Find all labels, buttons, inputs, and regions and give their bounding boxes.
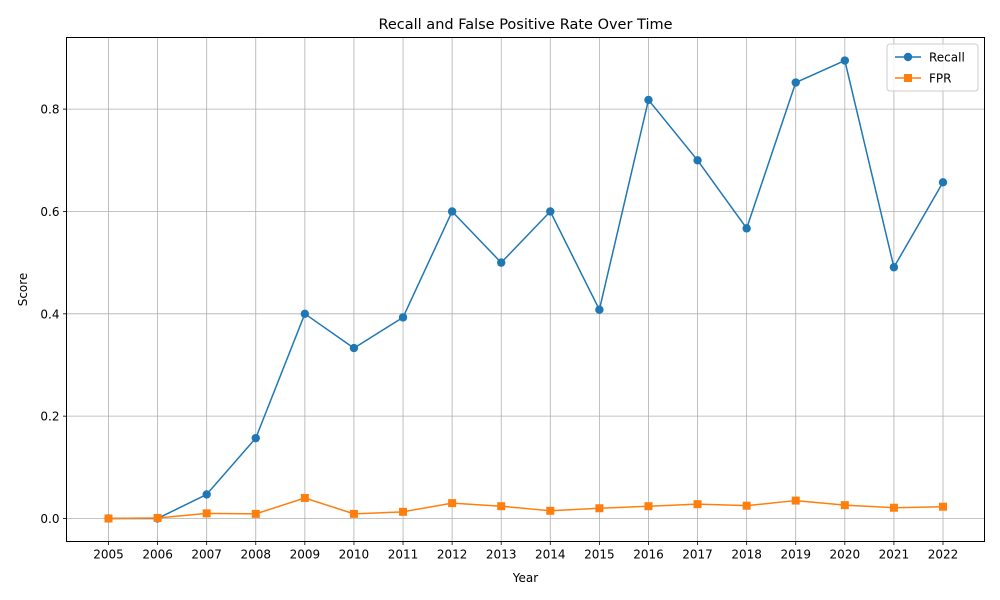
x-tick-label: 2005: [93, 548, 124, 562]
data-point-recall: [447, 207, 457, 216]
data-point-recall: [644, 95, 653, 105]
data-point-fpr: [300, 494, 309, 503]
data-point-recall: [546, 207, 555, 216]
data-point-fpr: [546, 506, 555, 515]
data-point-recall: [595, 305, 604, 314]
data-point-recall: [742, 224, 751, 233]
series-line-recall: [108, 59, 944, 520]
y-tick-label: 0.2: [40, 410, 59, 424]
series-group: [104, 56, 948, 523]
data-point-fpr: [153, 513, 162, 522]
y-tick-label: 0.6: [40, 205, 59, 219]
data-point-fpr: [644, 502, 653, 511]
y-tick-label: 0.0: [40, 512, 59, 526]
x-tick-label: 2022: [928, 548, 959, 562]
data-point-fpr: [448, 499, 457, 508]
data-point-fpr: [742, 501, 751, 510]
data-point-recall: [398, 313, 408, 322]
data-point-fpr: [104, 514, 113, 523]
y-axis: 0.0 0.2 0.4 0.6 0.8: [40, 103, 67, 526]
x-tick-label: 2010: [339, 548, 370, 562]
chart-title: Recall and False Positive Rate Over Time: [378, 17, 672, 33]
x-tick-label: 2009: [290, 548, 321, 562]
x-tick-label: 2021: [879, 548, 910, 562]
legend-label-recall: Recall: [929, 51, 965, 65]
legend-label-fpr: FPR: [929, 72, 951, 86]
data-point-fpr: [791, 496, 800, 505]
data-point-recall: [791, 78, 800, 87]
y-tick-label: 0.4: [40, 307, 59, 321]
data-point-fpr: [939, 502, 947, 511]
data-point-recall: [840, 56, 850, 65]
x-tick-label: 2020: [830, 548, 861, 562]
x-tick-label: 2014: [535, 548, 566, 562]
data-point-fpr: [497, 502, 506, 511]
data-point-fpr: [693, 500, 702, 509]
y-axis-label: Score: [16, 273, 30, 307]
data-point-recall: [938, 178, 948, 187]
data-point-fpr: [399, 507, 408, 516]
x-tick-label: 2015: [584, 548, 615, 562]
legend-marker-recall: [903, 52, 913, 62]
y-tick-label: 0.8: [40, 103, 59, 117]
data-point-recall: [300, 309, 310, 319]
x-tick-label: 2019: [780, 548, 811, 562]
x-tick-label: 2012: [437, 548, 468, 562]
data-point-fpr: [595, 504, 604, 513]
data-point-fpr: [251, 509, 260, 518]
x-axis: 2005 2006 2007 2008 2009 2010 2011 2012 2013 2014…: [93, 541, 959, 562]
x-tick-label: 2006: [142, 548, 173, 562]
x-tick-label: 2017: [682, 548, 713, 562]
data-point-recall: [693, 156, 702, 165]
x-tick-label: 2013: [486, 548, 517, 562]
x-tick-label: 2016: [633, 548, 664, 562]
data-point-fpr: [840, 501, 849, 510]
data-point-recall: [251, 433, 260, 443]
data-point-fpr: [202, 509, 211, 518]
data-point-fpr: [889, 503, 898, 512]
plot-frame: [66, 37, 985, 542]
grid: [66, 37, 985, 542]
series-line-fpr: [108, 497, 944, 520]
data-point-recall: [202, 490, 211, 499]
x-tick-label: 2011: [388, 548, 419, 562]
x-tick-label: 2018: [731, 548, 762, 562]
legend: Recall FPR: [886, 43, 979, 92]
data-point-recall: [349, 343, 359, 353]
data-point-fpr: [349, 509, 358, 518]
x-axis-label: Year: [512, 571, 538, 585]
x-tick-label: 2007: [191, 548, 222, 562]
x-tick-label: 2008: [240, 548, 271, 562]
data-point-recall: [889, 263, 899, 272]
data-point-recall: [497, 258, 506, 267]
legend-marker-fpr: [904, 74, 912, 82]
